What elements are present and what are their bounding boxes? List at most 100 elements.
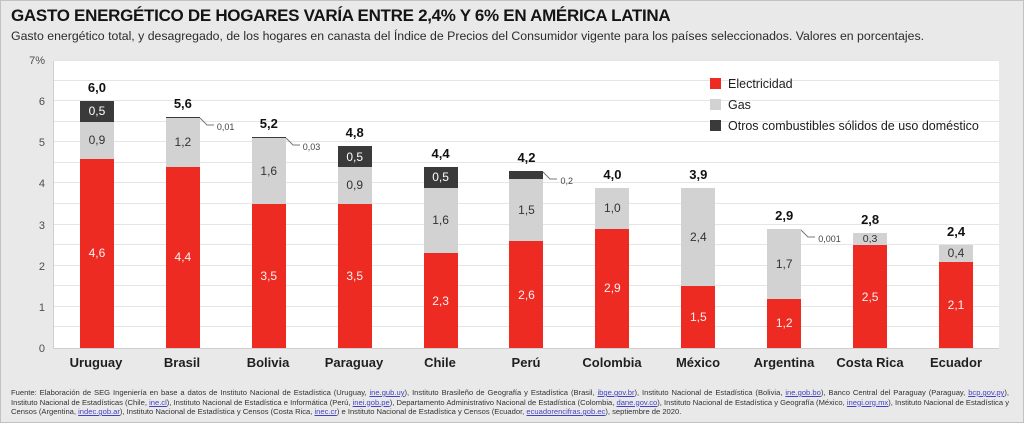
footer-link-dane-gov-co[interactable]: dane.gov.co (616, 397, 658, 407)
total-value: 6,0 (87, 80, 106, 96)
page-title: GASTO ENERGÉTICO DE HOGARES VARÍA ENTRE … (11, 6, 671, 25)
segment-value: 2,4 (689, 229, 707, 244)
gridline (54, 121, 999, 122)
callout-value: 0,2 (560, 176, 573, 187)
bar-cell-paraguay: 3,5 0,9 0,5 4,8 (312, 61, 398, 348)
legend-label: Electricidad (728, 76, 793, 91)
segment-value: 0,5 (432, 170, 449, 185)
y-tick-label: 3 (38, 219, 45, 232)
legend-swatch-icon (710, 120, 721, 131)
footer-text: Fuente: Elaboración de SEG Ingeniería en… (11, 388, 370, 397)
segment-value: 3,5 (346, 269, 364, 283)
bar: 2,3 1,6 0,5 (423, 61, 458, 348)
segment-value: 1,2 (775, 316, 793, 331)
segment-value: 1,7 (775, 256, 793, 271)
bar-cell-méxico: 1,5 2,4 3,9 (655, 61, 741, 348)
segment-value: 4,4 (174, 250, 192, 265)
footer-link-inei-gob-pe[interactable]: inei.gob.pe (352, 397, 390, 407)
legend-swatch-icon (710, 99, 721, 110)
segment-value: 2,3 (432, 293, 449, 308)
callout-line (543, 171, 558, 180)
footer-text: ), Instituto Nacional de Estadística y G… (657, 397, 847, 407)
footer-text: ), Instituto Brasileño de Geografía y Es… (404, 388, 598, 397)
segment-otros (251, 136, 286, 139)
total-value: 2,9 (775, 207, 794, 223)
footer-text: ), Instituto Nacional de Estadísticas (C… (11, 388, 1009, 407)
bar-cell-argentina: 1,2 1,7 0,001 2,9 (741, 61, 841, 348)
segment-electricidad: 2,5 (853, 245, 888, 348)
segment-electricidad: 2,6 (509, 241, 544, 348)
segment-value: 2,5 (861, 289, 879, 304)
x-tick-label-méxico: México (675, 355, 721, 370)
footer-link-inegi-org-mx[interactable]: inegi.org.mx (846, 397, 889, 407)
segment-gas: 1,2 (165, 117, 200, 167)
segment-electricidad: 4,6 (79, 158, 114, 348)
segment-electricidad: 3,5 (251, 204, 286, 348)
segment-value: 1,5 (689, 310, 707, 325)
segment-value: 1,0 (604, 201, 621, 216)
page-subtitle: Gasto energético total, y desagregado, d… (11, 29, 925, 43)
segment-value: 1,6 (260, 164, 278, 179)
legend-swatch-icon (710, 78, 721, 89)
segment-gas: 1,6 (251, 138, 286, 204)
total-value: 4,2 (517, 150, 536, 166)
segment-gas: 1,7 (767, 228, 802, 299)
bar-cell-perú: 2,6 1,5 0,2 4,2 (484, 61, 573, 348)
bar: 2,6 1,5 (509, 61, 544, 348)
footer-link-inec-cr[interactable]: inec.cr (314, 407, 337, 416)
segment-electricidad: 3,5 (337, 204, 372, 348)
callout-value: 0,001 (818, 233, 841, 244)
y-tick-label: 2 (38, 260, 45, 273)
legend-item: Gas (710, 94, 979, 115)
callout-annotation: 0,03 (285, 137, 321, 152)
gridline (54, 100, 999, 101)
segment-gas: 0,3 (853, 232, 888, 246)
x-tick-label-uruguay: Uruguay (69, 355, 123, 370)
segment-gas: 0,9 (79, 121, 114, 159)
segment-value: 0,9 (346, 178, 364, 193)
legend-item: Otros combustibles sólidos de uso domést… (710, 115, 979, 136)
segment-value: 2,9 (604, 281, 621, 296)
callout-value: 0,01 (216, 122, 235, 133)
callout-annotation: 0,001 (801, 229, 841, 244)
footer-text: ), Instituto Nacional de Estadística (Bo… (634, 388, 786, 397)
segment-gas: 1,0 (595, 187, 630, 229)
callout-value: 0,03 (302, 141, 321, 152)
footer-link-ine-cl[interactable]: ine.cl (149, 397, 167, 407)
bar-cell-costa-rica: 2,5 0,3 2,8 (827, 61, 913, 348)
x-tick-label-perú: Perú (511, 355, 541, 370)
segment-value: 0,3 (862, 232, 878, 245)
footer-link-ecuadorencifras-gob-ec[interactable]: ecuadorencifras.gob.ec (526, 407, 606, 416)
bar-cell-colombia: 2,9 1,0 4,0 (569, 61, 655, 348)
footer-link-ine-gub-uy[interactable]: ine.gub.uy (369, 388, 405, 397)
footer-link-indec-gob-ar[interactable]: indec.gob.ar (78, 407, 120, 416)
y-tick-label: 4 (38, 178, 45, 191)
segment-value: 3,5 (260, 269, 278, 283)
callout-annotation: 0,01 (199, 117, 235, 133)
footer-link-bcp-gov-py[interactable]: bcp.gov.py (968, 388, 1005, 397)
segment-electricidad: 2,3 (423, 253, 458, 348)
footer-text: ), Banco Central del Paraguay (Paraguay, (820, 388, 969, 397)
bar: 3,5 0,9 0,5 (337, 61, 372, 348)
bar-cell-uruguay: 4,6 0,9 0,5 6,0 (54, 61, 140, 348)
callout-line (199, 117, 214, 126)
bar-cell-brasil: 4,4 1,2 0,01 5,6 (140, 61, 234, 348)
segment-value: 2,6 (518, 287, 535, 302)
y-tick-label: 1 (38, 301, 45, 314)
segment-gas: 0,9 (337, 166, 372, 204)
bar: 2,1 0,4 (939, 61, 974, 348)
gridline (54, 60, 999, 61)
x-axis-labels: Uruguay Brasil Bolivia Paraguay Chile Perú Col… (53, 355, 999, 370)
footer-link-ibge-gov-br[interactable]: ibge.gov.br (597, 388, 635, 397)
footer-link-ine-gob-bo[interactable]: ine.gob.bo (785, 388, 821, 397)
segment-value: 0,5 (88, 104, 106, 119)
x-tick-label-bolivia: Bolivia (246, 355, 290, 370)
bar: 1,5 2,4 (681, 61, 716, 348)
bar-cell-ecuador: 2,1 0,4 2,4 (913, 61, 999, 348)
x-tick-label-ecuador: Ecuador (929, 355, 982, 370)
total-value: 4,0 (603, 166, 622, 182)
y-axis-labels: 0 1 2 3 4 5 6 7% (11, 55, 53, 355)
y-tick-label: 0 (38, 343, 45, 355)
callout-annotation: 0,2 (543, 171, 573, 186)
